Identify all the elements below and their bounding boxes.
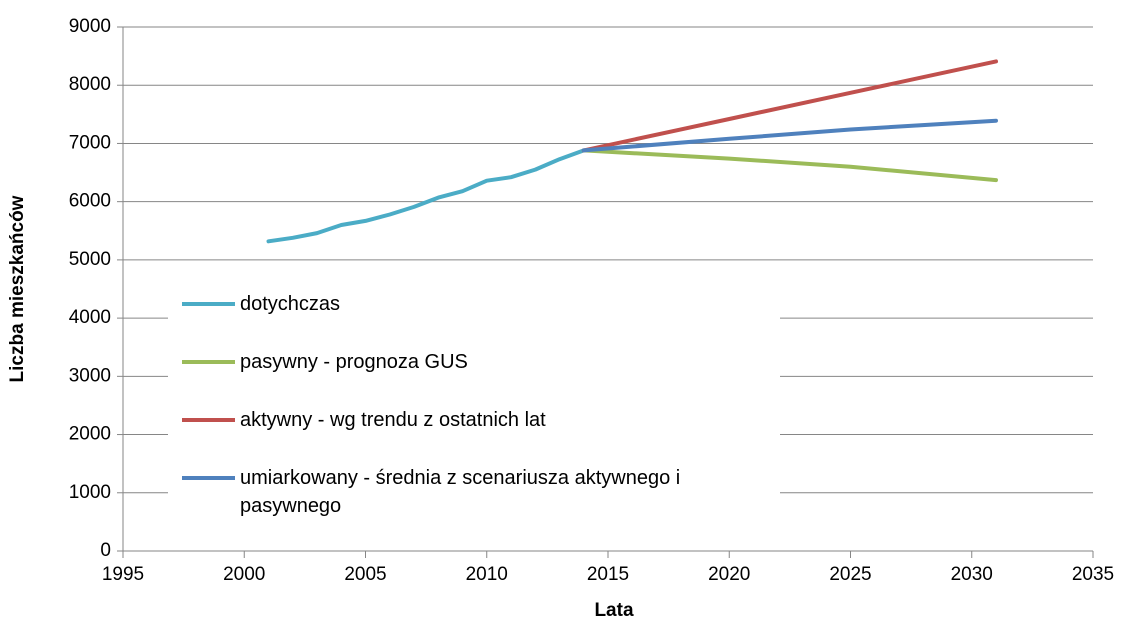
legend-swatch	[182, 302, 235, 306]
legend-item: pasywny - prognoza GUS	[182, 348, 770, 376]
legend-label: aktywny - wg trendu z ostatnich lat	[240, 409, 546, 431]
legend-label: pasywny - prognoza GUS	[240, 351, 468, 373]
x-tick-label: 2010	[466, 564, 508, 585]
x-tick-label: 2005	[344, 564, 386, 585]
legend-label: dotychczas	[240, 293, 341, 315]
y-tick-label: 8000	[69, 74, 111, 95]
y-tick-label: 4000	[69, 307, 111, 328]
y-axis-title: Liczba mieszkańców	[7, 195, 28, 382]
y-tick-label: 2000	[69, 424, 111, 445]
y-tick-label: 9000	[69, 16, 111, 37]
x-tick-label: 2025	[829, 564, 871, 585]
legend-swatch	[182, 418, 235, 422]
y-tick-label: 3000	[69, 365, 111, 386]
legend-item: umiarkowany - średnia z scenariusza akty…	[182, 464, 770, 520]
x-tick-label: 2035	[1072, 564, 1114, 585]
series-line	[581, 59, 998, 153]
series-line	[581, 118, 998, 153]
legend-item: dotychczas	[182, 290, 770, 318]
series-line	[266, 148, 586, 244]
y-tick-label: 0	[100, 540, 111, 561]
legend: dotychczas pasywny - prognoza GUS aktywny …	[168, 271, 780, 534]
x-tick-label: 2020	[708, 564, 750, 585]
x-tick-label: 2015	[587, 564, 629, 585]
y-tick-label: 1000	[69, 482, 111, 503]
legend-swatch	[182, 360, 235, 364]
legend-label: umiarkowany - średnia z scenariusza akty…	[240, 467, 681, 517]
x-tick-label: 2030	[951, 564, 993, 585]
y-tick-label: 6000	[69, 191, 111, 212]
legend-swatch	[182, 476, 235, 480]
series-line	[581, 148, 998, 183]
legend-item: aktywny - wg trendu z ostatnich lat	[182, 406, 770, 434]
x-axis-title: Lata	[594, 600, 634, 621]
y-tick-label: 5000	[69, 249, 111, 270]
y-tick-label: 7000	[69, 132, 111, 153]
x-tick-label: 1995	[102, 564, 144, 585]
x-tick-label: 2000	[223, 564, 265, 585]
